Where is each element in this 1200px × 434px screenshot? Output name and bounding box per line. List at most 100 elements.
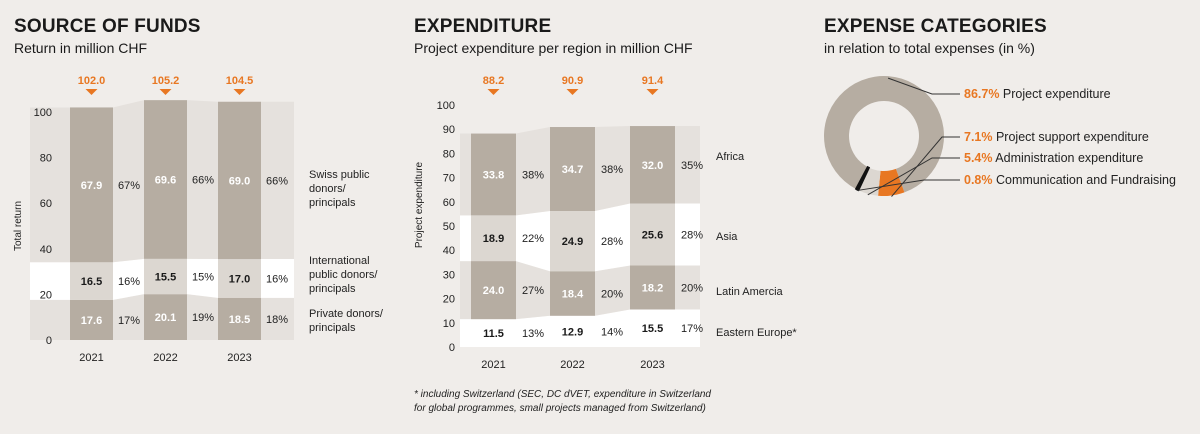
bar-asia-2021 xyxy=(471,215,516,262)
total-marker-2023 xyxy=(233,89,246,95)
percent-label-asia-2021: 22% xyxy=(522,233,544,245)
ribbon-swiss-public-donors-principals-2 xyxy=(187,100,218,260)
ribbon-eastern-europe-1 xyxy=(516,315,550,347)
percent-label-international-public-donors-principals-2023: 16% xyxy=(266,273,288,285)
percent-label-swiss-public-donors-principals-2023: 66% xyxy=(266,175,288,187)
x-tick-2022: 2022 xyxy=(560,359,584,371)
value-label-asia-2023: 25.6 xyxy=(642,229,663,241)
value-label-swiss-public-donors-principals-2022: 69.6 xyxy=(155,174,176,186)
series-label-asia: Asia xyxy=(716,231,738,243)
bar-latin-amercia-2023 xyxy=(630,265,675,310)
leader-administration-expenditure xyxy=(867,157,960,196)
total-label-2022: 105.2 xyxy=(152,75,180,87)
series-label-swiss-public-donors-principals-2: donors/ xyxy=(309,183,347,195)
series-label-swiss-public-donors-principals-3: principals xyxy=(309,197,356,209)
ribbon-eastern-europe-2 xyxy=(595,309,630,347)
y-tick-60: 60 xyxy=(40,198,52,210)
y-axis-label: Total return xyxy=(13,201,24,251)
value-label-asia-2022: 24.9 xyxy=(562,236,583,248)
total-label-2022: 90.9 xyxy=(562,75,583,87)
bar-international-public-donors-principals-2021 xyxy=(70,262,113,300)
x-tick-2021: 2021 xyxy=(79,352,103,364)
y-tick-20: 20 xyxy=(443,294,455,306)
percent-label-swiss-public-donors-principals-2022: 66% xyxy=(192,174,214,186)
bar-africa-2022 xyxy=(550,127,595,211)
series-label-swiss-public-donors-principals-1: Swiss public xyxy=(309,169,370,181)
expenditure-chart: 11.5 13% 24.0 27% 18.9 22% 33.8 38% 2021 88.2 12.9… xyxy=(414,75,797,371)
total-marker-2022 xyxy=(159,89,172,95)
x-tick-2021: 2021 xyxy=(481,359,505,371)
y-tick-10: 10 xyxy=(443,318,455,330)
categories-panel: EXPENSE CATEGORIES in relation to total … xyxy=(824,0,1194,434)
percent-label-asia-2023: 28% xyxy=(681,229,703,241)
total-marker-2023 xyxy=(646,89,659,95)
bar-swiss-public-donors-principals-2022 xyxy=(144,100,187,259)
legend-name-communication-and-fundraising: Communication and Fundraising xyxy=(993,173,1176,187)
y-tick-40: 40 xyxy=(40,244,52,256)
percent-label-eastern-europe-2022: 14% xyxy=(601,326,623,338)
y-tick-60: 60 xyxy=(443,197,455,209)
total-marker-2021 xyxy=(85,89,98,95)
value-label-eastern-europe-2021: 11.5 xyxy=(483,328,504,340)
percent-label-international-public-donors-principals-2021: 16% xyxy=(118,276,140,288)
x-tick-2022: 2022 xyxy=(153,352,177,364)
y-tick-40: 40 xyxy=(443,245,455,257)
ribbon-private-donors-principals-1 xyxy=(113,294,144,340)
series-label-latin-amercia: Latin Amercia xyxy=(716,286,784,298)
percent-label-africa-2021: 38% xyxy=(522,169,544,181)
expenditure-subtitle: Project expenditure per region in millio… xyxy=(414,40,693,56)
value-label-latin-amercia-2021: 24.0 xyxy=(483,285,504,297)
y-axis-label: Project expenditure xyxy=(414,161,425,248)
categories-chart: 86.7% Project expenditure 7.1% Project su… xyxy=(824,76,1176,197)
value-label-asia-2021: 18.9 xyxy=(483,233,504,245)
y-tick-100: 100 xyxy=(34,107,52,119)
y-tick-0: 0 xyxy=(46,335,52,347)
series-label-international-public-donors-principals-3: principals xyxy=(309,283,356,295)
total-label-2021: 88.2 xyxy=(483,75,504,87)
value-label-africa-2023: 32.0 xyxy=(642,160,663,172)
ribbon-asia-1 xyxy=(516,210,550,272)
ribbon-tail-asia xyxy=(675,203,700,266)
ribbon-tail-international-public-donors-principals xyxy=(261,259,294,298)
y-tick-0: 0 xyxy=(449,342,455,354)
categories-subtitle: in relation to total expenses (in %) xyxy=(824,40,1035,56)
value-label-private-donors-principals-2023: 18.5 xyxy=(229,314,250,326)
value-label-africa-2022: 34.7 xyxy=(562,164,583,176)
bar-latin-amercia-2021 xyxy=(471,261,516,320)
expenditure-footnote: * including Switzerland (SEC, DC dVET, e… xyxy=(414,388,711,416)
expenditure-title: EXPENDITURE xyxy=(414,16,552,37)
y-tick-100: 100 xyxy=(437,100,455,112)
ribbon-head-asia xyxy=(460,215,471,262)
bar-international-public-donors-principals-2023 xyxy=(218,259,261,298)
series-label-private-donors-principals-2: principals xyxy=(309,322,356,334)
y-tick-30: 30 xyxy=(443,269,455,281)
slice-administration-expenditure xyxy=(858,167,881,196)
bar-asia-2023 xyxy=(630,203,675,266)
ribbon-africa-2 xyxy=(595,126,630,211)
ribbon-head-eastern-europe xyxy=(460,319,471,347)
ribbon-head-swiss-public-donors-principals xyxy=(30,107,70,263)
percent-label-eastern-europe-2023: 17% xyxy=(681,323,703,335)
bar-africa-2023 xyxy=(630,126,675,204)
y-tick-50: 50 xyxy=(443,221,455,233)
total-marker-2021 xyxy=(487,89,500,95)
percent-label-africa-2023: 35% xyxy=(681,160,703,172)
percent-label-asia-2022: 28% xyxy=(601,236,623,248)
x-tick-2023: 2023 xyxy=(640,359,664,371)
percent-label-eastern-europe-2021: 13% xyxy=(522,328,544,340)
series-label-international-public-donors-principals-1: International xyxy=(309,255,370,267)
categories-title: EXPENSE CATEGORIES xyxy=(824,16,1047,37)
percent-label-swiss-public-donors-principals-2021: 67% xyxy=(118,180,140,192)
total-marker-2022 xyxy=(566,89,579,95)
y-tick-90: 90 xyxy=(443,124,455,136)
funds-panel: SOURCE OF FUNDS Return in million CHF xyxy=(14,0,394,434)
y-tick-70: 70 xyxy=(443,173,455,185)
x-tick-2023: 2023 xyxy=(227,352,251,364)
legend-project-expenditure: 86.7% Project expenditure xyxy=(964,87,1111,101)
ribbon-international-public-donors-principals-1 xyxy=(113,258,144,300)
footnote-line-1: * including Switzerland (SEC, DC dVET, e… xyxy=(414,389,711,400)
value-label-international-public-donors-principals-2021: 16.5 xyxy=(81,276,102,288)
percent-label-latin-amercia-2021: 27% xyxy=(522,285,544,297)
legend-pct-communication-and-fundraising: 0.8% xyxy=(964,173,993,187)
ribbon-latin-amercia-1 xyxy=(516,261,550,320)
